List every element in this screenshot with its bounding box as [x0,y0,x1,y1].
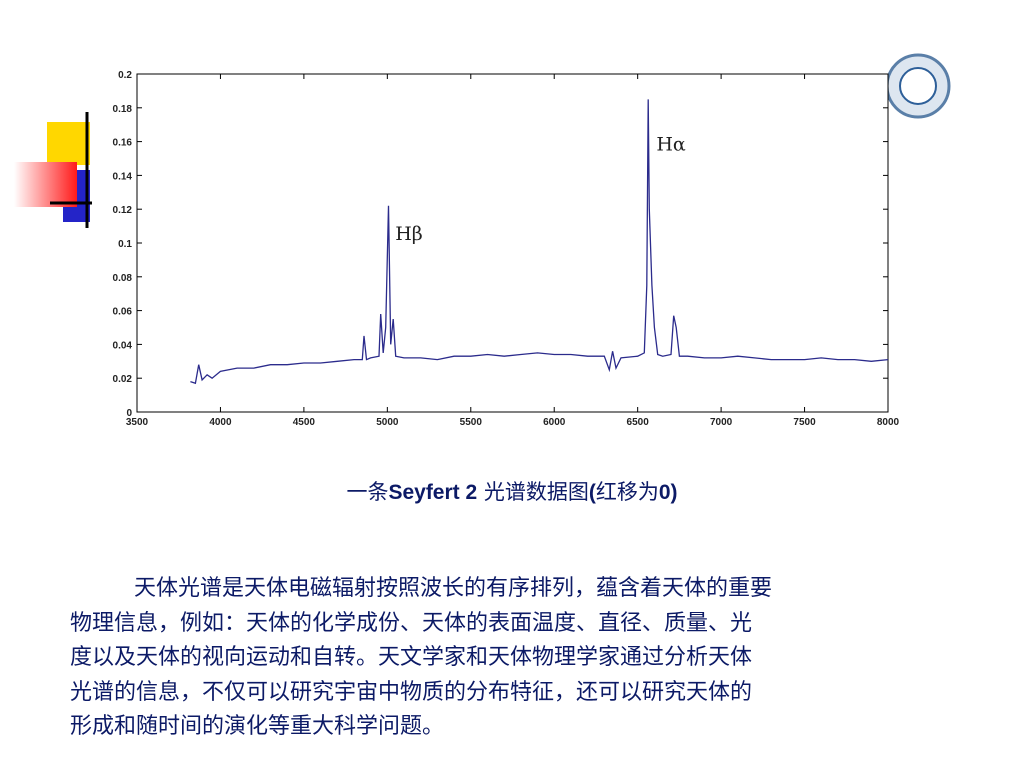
caption-text: 0 [658,481,671,504]
logo-inner [899,67,937,105]
spectrum-line [190,99,889,385]
y-tick-label: 0.06 [113,307,133,318]
x-tick-label: 4000 [209,417,232,428]
y-tick-label: 0.12 [113,205,133,216]
y-tick-label: 0.16 [113,138,133,149]
caption-text: ) [670,481,678,504]
x-tick-label: 8000 [877,417,900,428]
plot-frame [136,73,889,413]
y-tick-label: 0.02 [113,374,133,385]
x-tick-label: 4500 [293,417,316,428]
annotation: Hβ [395,223,423,245]
paragraph-line: 度以及天体的视向运动和自转。天文学家和天体物理学家通过分析天体 [70,645,753,670]
x-tick-label: 5500 [460,417,483,428]
y-tick-label: 0.2 [118,70,132,81]
paragraph-line: 天体光谱是天体电磁辐射按照波长的有序排列，蕴含着天体的重要 [134,576,773,601]
y-tick-label: 0.08 [113,273,133,284]
x-tick-label: 6500 [627,417,650,428]
paragraph-line: 形成和随时间的演化等重大科学问题。 [70,714,445,739]
annotation: Hα [656,133,686,155]
x-tick-label: 3500 [126,417,149,428]
x-tick-label: 7500 [793,417,816,428]
caption: 一条Seyfert 2 光谱数据图(红移为0) [0,476,1024,506]
y-tick-label: 0.18 [113,104,133,115]
x-tick-label: 6000 [543,417,566,428]
deco-yellow [47,122,90,165]
caption-text: 光谱数据图 [477,480,589,504]
y-tick-label: 0.1 [118,239,132,250]
caption-text: 红移为 [595,480,659,504]
paragraph: 天体光谱是天体电磁辐射按照波长的有序排列，蕴含着天体的重要物理信息，例如：天体的… [70,572,772,745]
deco-red [14,162,77,207]
caption-text: ( [588,481,596,504]
paragraph-line: 物理信息，例如：天体的化学成份、天体的表面温度、直径、质量、光 [70,610,753,636]
caption-text: 一条 [346,480,389,504]
y-tick-label: 0.14 [113,171,133,182]
caption-text: Seyfert 2 [388,481,478,504]
paragraph-line: 光谱的信息，不仅可以研究宇宙中物质的分布特征，还可以研究天体的 [70,679,753,705]
y-tick-label: 0.04 [113,340,133,351]
x-tick-label: 7000 [710,417,733,428]
x-tick-label: 5000 [376,417,399,428]
y-tick-label: 0 [126,408,132,419]
